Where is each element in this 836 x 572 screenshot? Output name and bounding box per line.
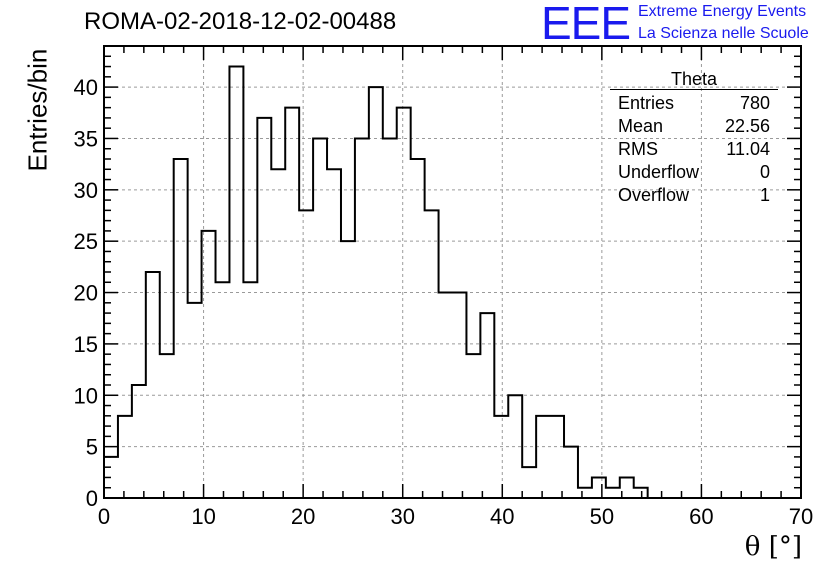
stats-row-rms: RMS 11.04: [610, 138, 778, 161]
axis-ticks: [103, 45, 802, 499]
y-tick-label: 25: [74, 229, 98, 254]
y-tick-label: 5: [86, 435, 98, 460]
x-tick-label: 70: [789, 504, 813, 529]
stats-row-overflow: Overflow 1: [610, 184, 778, 207]
y-tick-label: 20: [74, 281, 98, 306]
x-tick-labels: 0 10 20 30 40 50 60 70: [98, 504, 813, 529]
stats-value: 1: [759, 185, 770, 205]
y-tick-label: 35: [74, 126, 98, 151]
y-tick-label: 10: [74, 383, 98, 408]
stats-title: Theta: [670, 69, 718, 89]
x-tick-label: 50: [590, 504, 614, 529]
eee-logo: EEE: [541, 0, 631, 49]
y-tick-label: 40: [74, 75, 98, 100]
stats-row-underflow: Underflow 0: [610, 161, 778, 184]
x-tick-label: 30: [390, 504, 414, 529]
stats-value: 22.56: [724, 116, 770, 136]
x-axis-label: θ [°]: [744, 532, 802, 562]
stats-row-entries: Entries 780: [610, 92, 778, 115]
logo-line-2: La Scienza nelle Scuole: [638, 25, 809, 42]
x-tick-label: 10: [191, 504, 215, 529]
y-axis-label: Entries/bin: [22, 48, 53, 172]
x-tick-label: 60: [689, 504, 713, 529]
stats-divider: [610, 89, 778, 90]
logo-line-1: Extreme Energy Events: [638, 3, 807, 20]
stats-value: 780: [739, 93, 770, 113]
y-tick-label: 0: [86, 486, 98, 511]
stats-label: Overflow: [618, 185, 690, 205]
stats-box: Theta Entries 780 Mean 22.56 RMS 11.04 U…: [610, 70, 778, 207]
stats-label: Mean: [618, 116, 664, 136]
histogram-outline: [103, 65, 801, 499]
y-tick-label: 15: [74, 332, 98, 357]
stats-label: RMS: [618, 139, 658, 159]
x-tick-label: 0: [98, 504, 110, 529]
y-tick-labels: 0 5 10 15 20 25 30 35 40: [74, 75, 98, 511]
x-tick-label: 40: [490, 504, 514, 529]
y-tick-label: 30: [74, 178, 98, 203]
stats-label: Entries: [618, 93, 675, 113]
stats-row-mean: Mean 22.56: [610, 115, 778, 138]
stats-value: 11.04: [726, 139, 770, 159]
stats-value: 0: [759, 162, 770, 182]
chart-title: ROMA-02-2018-12-02-00488: [84, 8, 397, 35]
x-tick-label: 20: [291, 504, 315, 529]
stats-label: Underflow: [618, 162, 700, 182]
